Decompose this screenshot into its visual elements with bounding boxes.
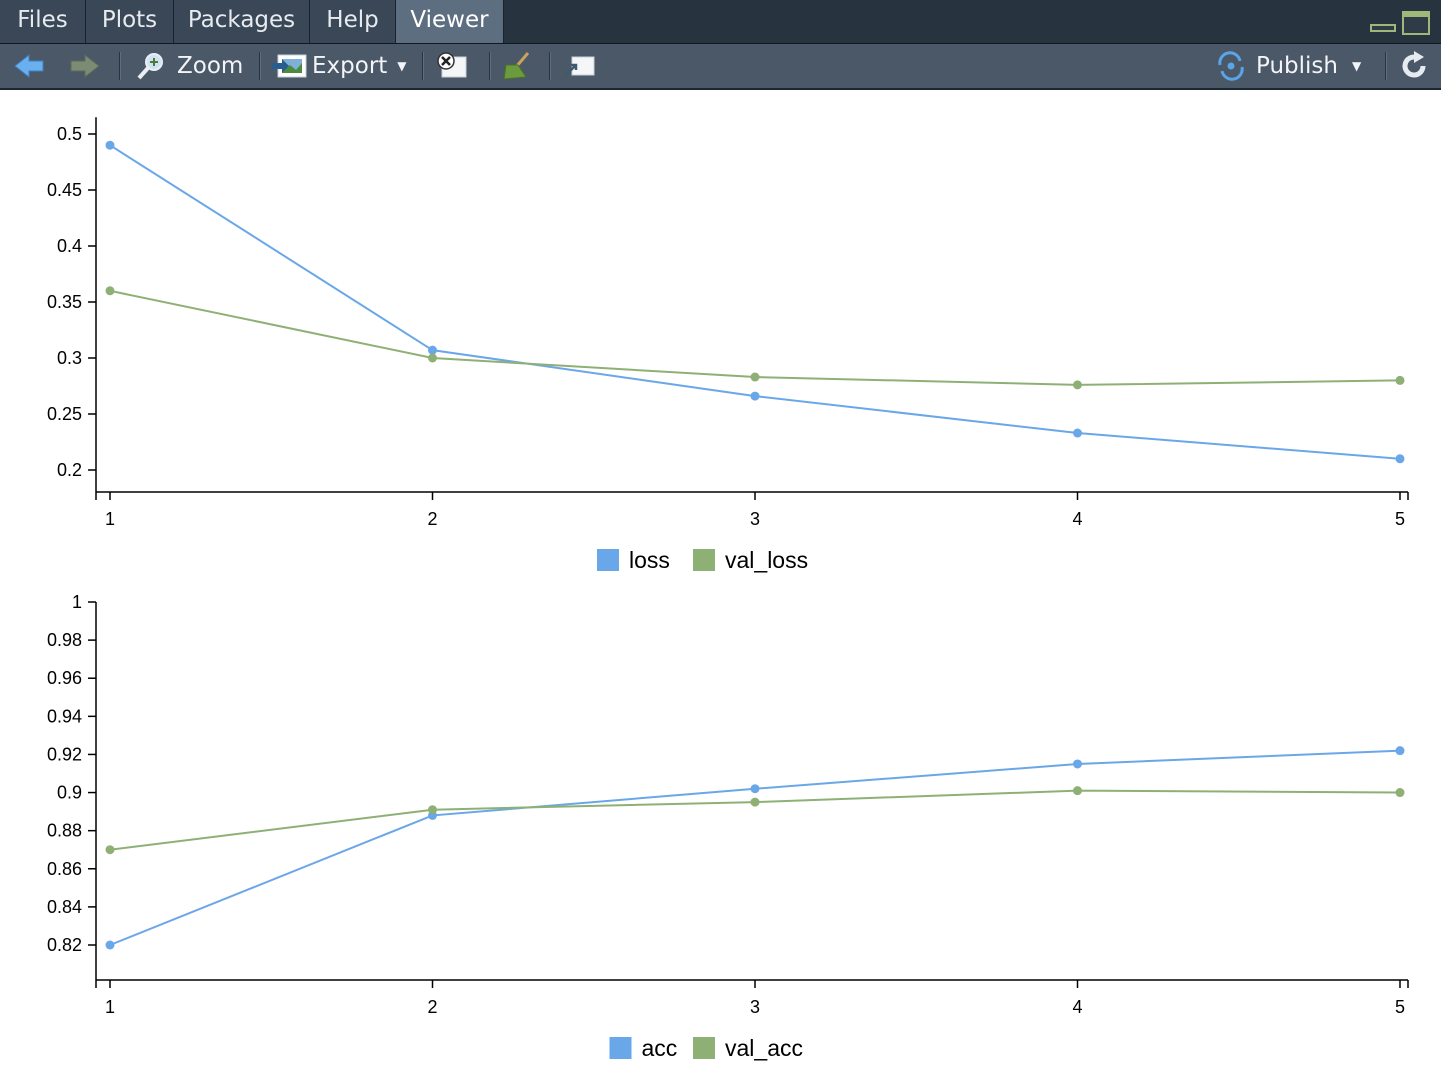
minimize-pane-icon[interactable] <box>1369 10 1397 34</box>
y-tick-label: 0.96 <box>47 668 82 688</box>
zoom-button[interactable]: Zoom <box>135 44 243 88</box>
data-point-loss <box>428 345 437 355</box>
export-image-icon <box>272 54 307 78</box>
pane-tab-bar: Files Plots Packages Help Viewer <box>0 0 1441 44</box>
data-point-acc <box>1073 759 1082 769</box>
x-tick-label: 2 <box>427 997 437 1017</box>
back-button[interactable] <box>12 44 46 88</box>
data-point-val_loss <box>750 372 760 382</box>
publish-button[interactable]: Publish ▼ <box>1214 44 1361 88</box>
legend-swatch-val_loss <box>693 549 715 571</box>
series-line-loss <box>109 144 1401 460</box>
viewer-content: 0.2 0.25 0.3 0.35 0.4 0.45 0.5 1 2 3 4 5 loss val_los… <box>0 90 1441 1087</box>
y-tick-label: 0.94 <box>47 706 82 726</box>
tab-plots[interactable]: Plots <box>86 0 174 43</box>
magnifier-icon <box>137 53 163 80</box>
data-point-acc <box>750 784 760 794</box>
data-point-acc <box>1395 746 1405 756</box>
x-tick-label: 3 <box>750 509 760 529</box>
export-label: Export <box>312 53 388 79</box>
window-controls <box>1369 10 1431 36</box>
remove-viewer-button[interactable] <box>434 44 470 88</box>
y-tick-label: 0.25 <box>47 404 82 424</box>
y-tick-label: 0.82 <box>47 935 82 955</box>
data-point-loss <box>1073 428 1082 438</box>
data-point-loss <box>750 391 760 401</box>
y-tick-label: 0.5 <box>57 124 82 144</box>
legend-swatch-loss <box>597 549 619 571</box>
data-point-loss <box>1395 454 1405 464</box>
y-tick-label: 0.2 <box>57 460 82 480</box>
data-point-loss <box>105 140 115 150</box>
data-point-acc <box>105 940 115 950</box>
clear-viewer-button[interactable] <box>500 44 534 88</box>
publish-icon <box>1218 51 1244 81</box>
data-point-val_loss <box>105 286 115 296</box>
forward-button[interactable] <box>68 44 102 88</box>
y-tick-label: 0.92 <box>47 744 82 764</box>
tab-files[interactable]: Files <box>0 0 86 43</box>
tab-viewer[interactable]: Viewer <box>396 0 504 43</box>
data-point-val_acc <box>428 805 437 815</box>
maximize-pane-icon[interactable] <box>1401 10 1431 36</box>
x-tick-label: 1 <box>105 509 115 529</box>
y-tick-label: 1 <box>72 592 82 612</box>
y-tick-label: 0.4 <box>57 236 82 256</box>
data-point-val_loss <box>1073 380 1082 390</box>
broom-icon <box>503 52 530 80</box>
y-tick-label: 0.35 <box>47 292 82 312</box>
tab-help[interactable]: Help <box>310 0 396 43</box>
popout-button[interactable] <box>562 44 596 88</box>
data-point-val_acc <box>1073 786 1082 796</box>
series-line-acc <box>109 749 1401 946</box>
legend-label-acc: acc <box>642 1035 678 1061</box>
y-tick-label: 0.3 <box>57 348 82 368</box>
x-tick-label: 4 <box>1072 997 1082 1017</box>
zoom-label: Zoom <box>177 53 244 79</box>
legend-swatch-acc <box>609 1037 632 1059</box>
x-tick-label: 1 <box>105 997 115 1017</box>
x-tick-label: 5 <box>1395 997 1405 1017</box>
y-tick-label: 0.88 <box>47 821 82 841</box>
series-line-val_loss <box>109 289 1401 386</box>
tab-packages[interactable]: Packages <box>174 0 310 43</box>
viewer-toolbar: Zoom Export ▼ Publish ▼ <box>0 44 1441 90</box>
x-tick-label: 4 <box>1072 509 1082 529</box>
back-arrow-icon <box>14 53 44 79</box>
y-tick-label: 0.98 <box>47 630 82 650</box>
data-point-val_loss <box>428 353 437 363</box>
x-tick-label: 2 <box>427 509 437 529</box>
refresh-button[interactable] <box>1398 44 1430 88</box>
forward-arrow-icon <box>70 53 100 79</box>
x-tick-label: 3 <box>750 997 760 1017</box>
refresh-icon <box>1402 51 1426 78</box>
y-tick-label: 0.45 <box>47 180 82 200</box>
publish-label: Publish <box>1256 53 1338 79</box>
y-tick-label: 0.9 <box>57 783 82 803</box>
remove-viewer-icon <box>437 52 467 78</box>
data-point-val_acc <box>105 845 115 855</box>
legend-label-val_acc: val_acc <box>725 1035 803 1061</box>
training-history-charts: 0.2 0.25 0.3 0.35 0.4 0.45 0.5 1 2 3 4 5 loss val_los… <box>47 117 1409 1061</box>
legend-label-val_loss: val_loss <box>725 547 808 573</box>
data-point-val_acc <box>1395 788 1405 798</box>
data-point-val_acc <box>750 797 760 807</box>
x-tick-label: 5 <box>1395 509 1405 529</box>
y-tick-label: 0.86 <box>47 859 82 879</box>
export-dropdown-icon: ▼ <box>397 59 407 73</box>
y-tick-label: 0.84 <box>47 897 82 917</box>
publish-dropdown-icon: ▼ <box>1351 59 1362 73</box>
popout-icon <box>565 56 595 76</box>
legend-swatch-val_acc <box>693 1037 715 1059</box>
export-button[interactable]: Export ▼ <box>272 44 407 88</box>
data-point-val_loss <box>1395 375 1405 385</box>
legend-label-loss: loss <box>629 547 670 573</box>
